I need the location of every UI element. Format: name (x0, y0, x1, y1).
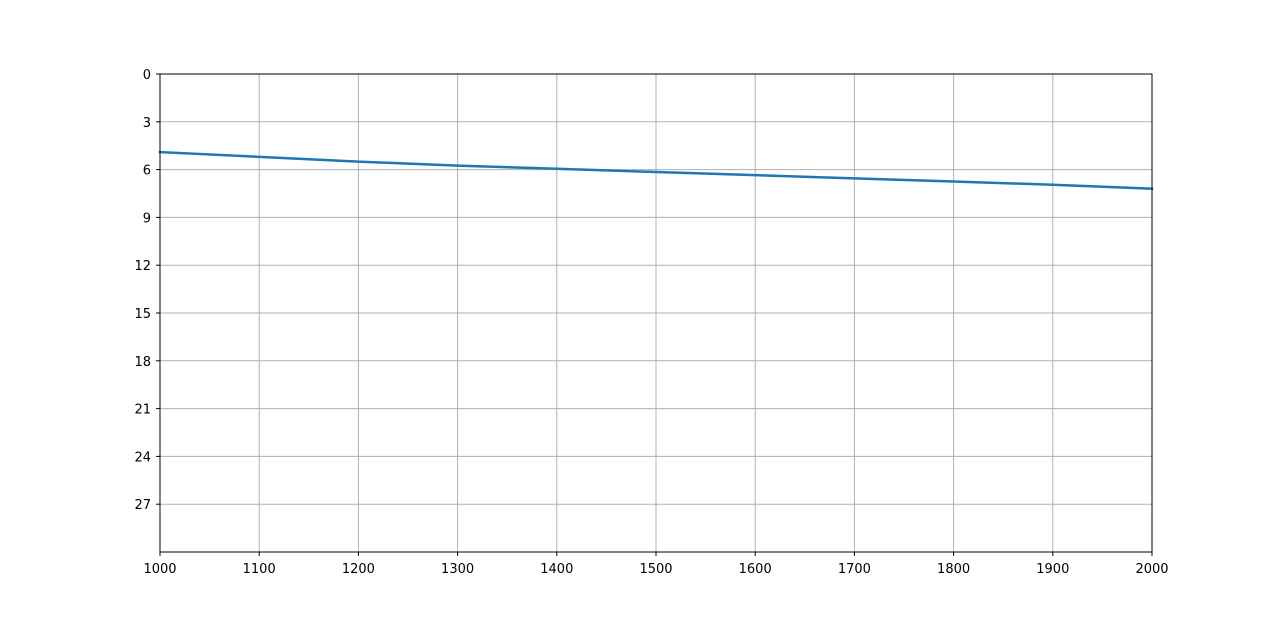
y-tick-label: 3 (143, 116, 151, 131)
x-tick-label: 1900 (1036, 562, 1069, 577)
x-tick-label: 1700 (838, 562, 871, 577)
x-axis: 1000 1100 1200 1300 1400 1500 1600 1700 1800 1900… (143, 552, 1169, 577)
y-tick-label: 9 (143, 211, 151, 226)
y-tick-label: 6 (143, 164, 151, 179)
x-tick-label: 1000 (143, 562, 176, 577)
y-tick-label: 15 (134, 307, 151, 322)
y-tick-label: 12 (134, 259, 151, 274)
x-tick-label: 1200 (342, 562, 375, 577)
series-line-0 (158, 150, 1154, 191)
x-tick-label: 1100 (243, 562, 276, 577)
y-tick-label: 18 (134, 355, 151, 370)
y-tick-label: 27 (134, 498, 151, 513)
y-tick-label: 21 (134, 403, 151, 418)
series-layer (158, 150, 1154, 191)
grid (159, 73, 1153, 552)
y-tick-label: 0 (143, 68, 151, 83)
x-tick-label: 1400 (540, 562, 573, 577)
y-tick-label: 24 (134, 450, 151, 465)
x-tick-label: 1300 (441, 562, 474, 577)
x-tick-label: 1600 (739, 562, 772, 577)
x-tick-label: 1500 (639, 562, 672, 577)
x-tick-label: 2000 (1135, 562, 1168, 577)
y-axis: 0 3 6 9 12 15 18 21 24 27 (134, 68, 160, 513)
x-tick-label: 1800 (937, 562, 970, 577)
